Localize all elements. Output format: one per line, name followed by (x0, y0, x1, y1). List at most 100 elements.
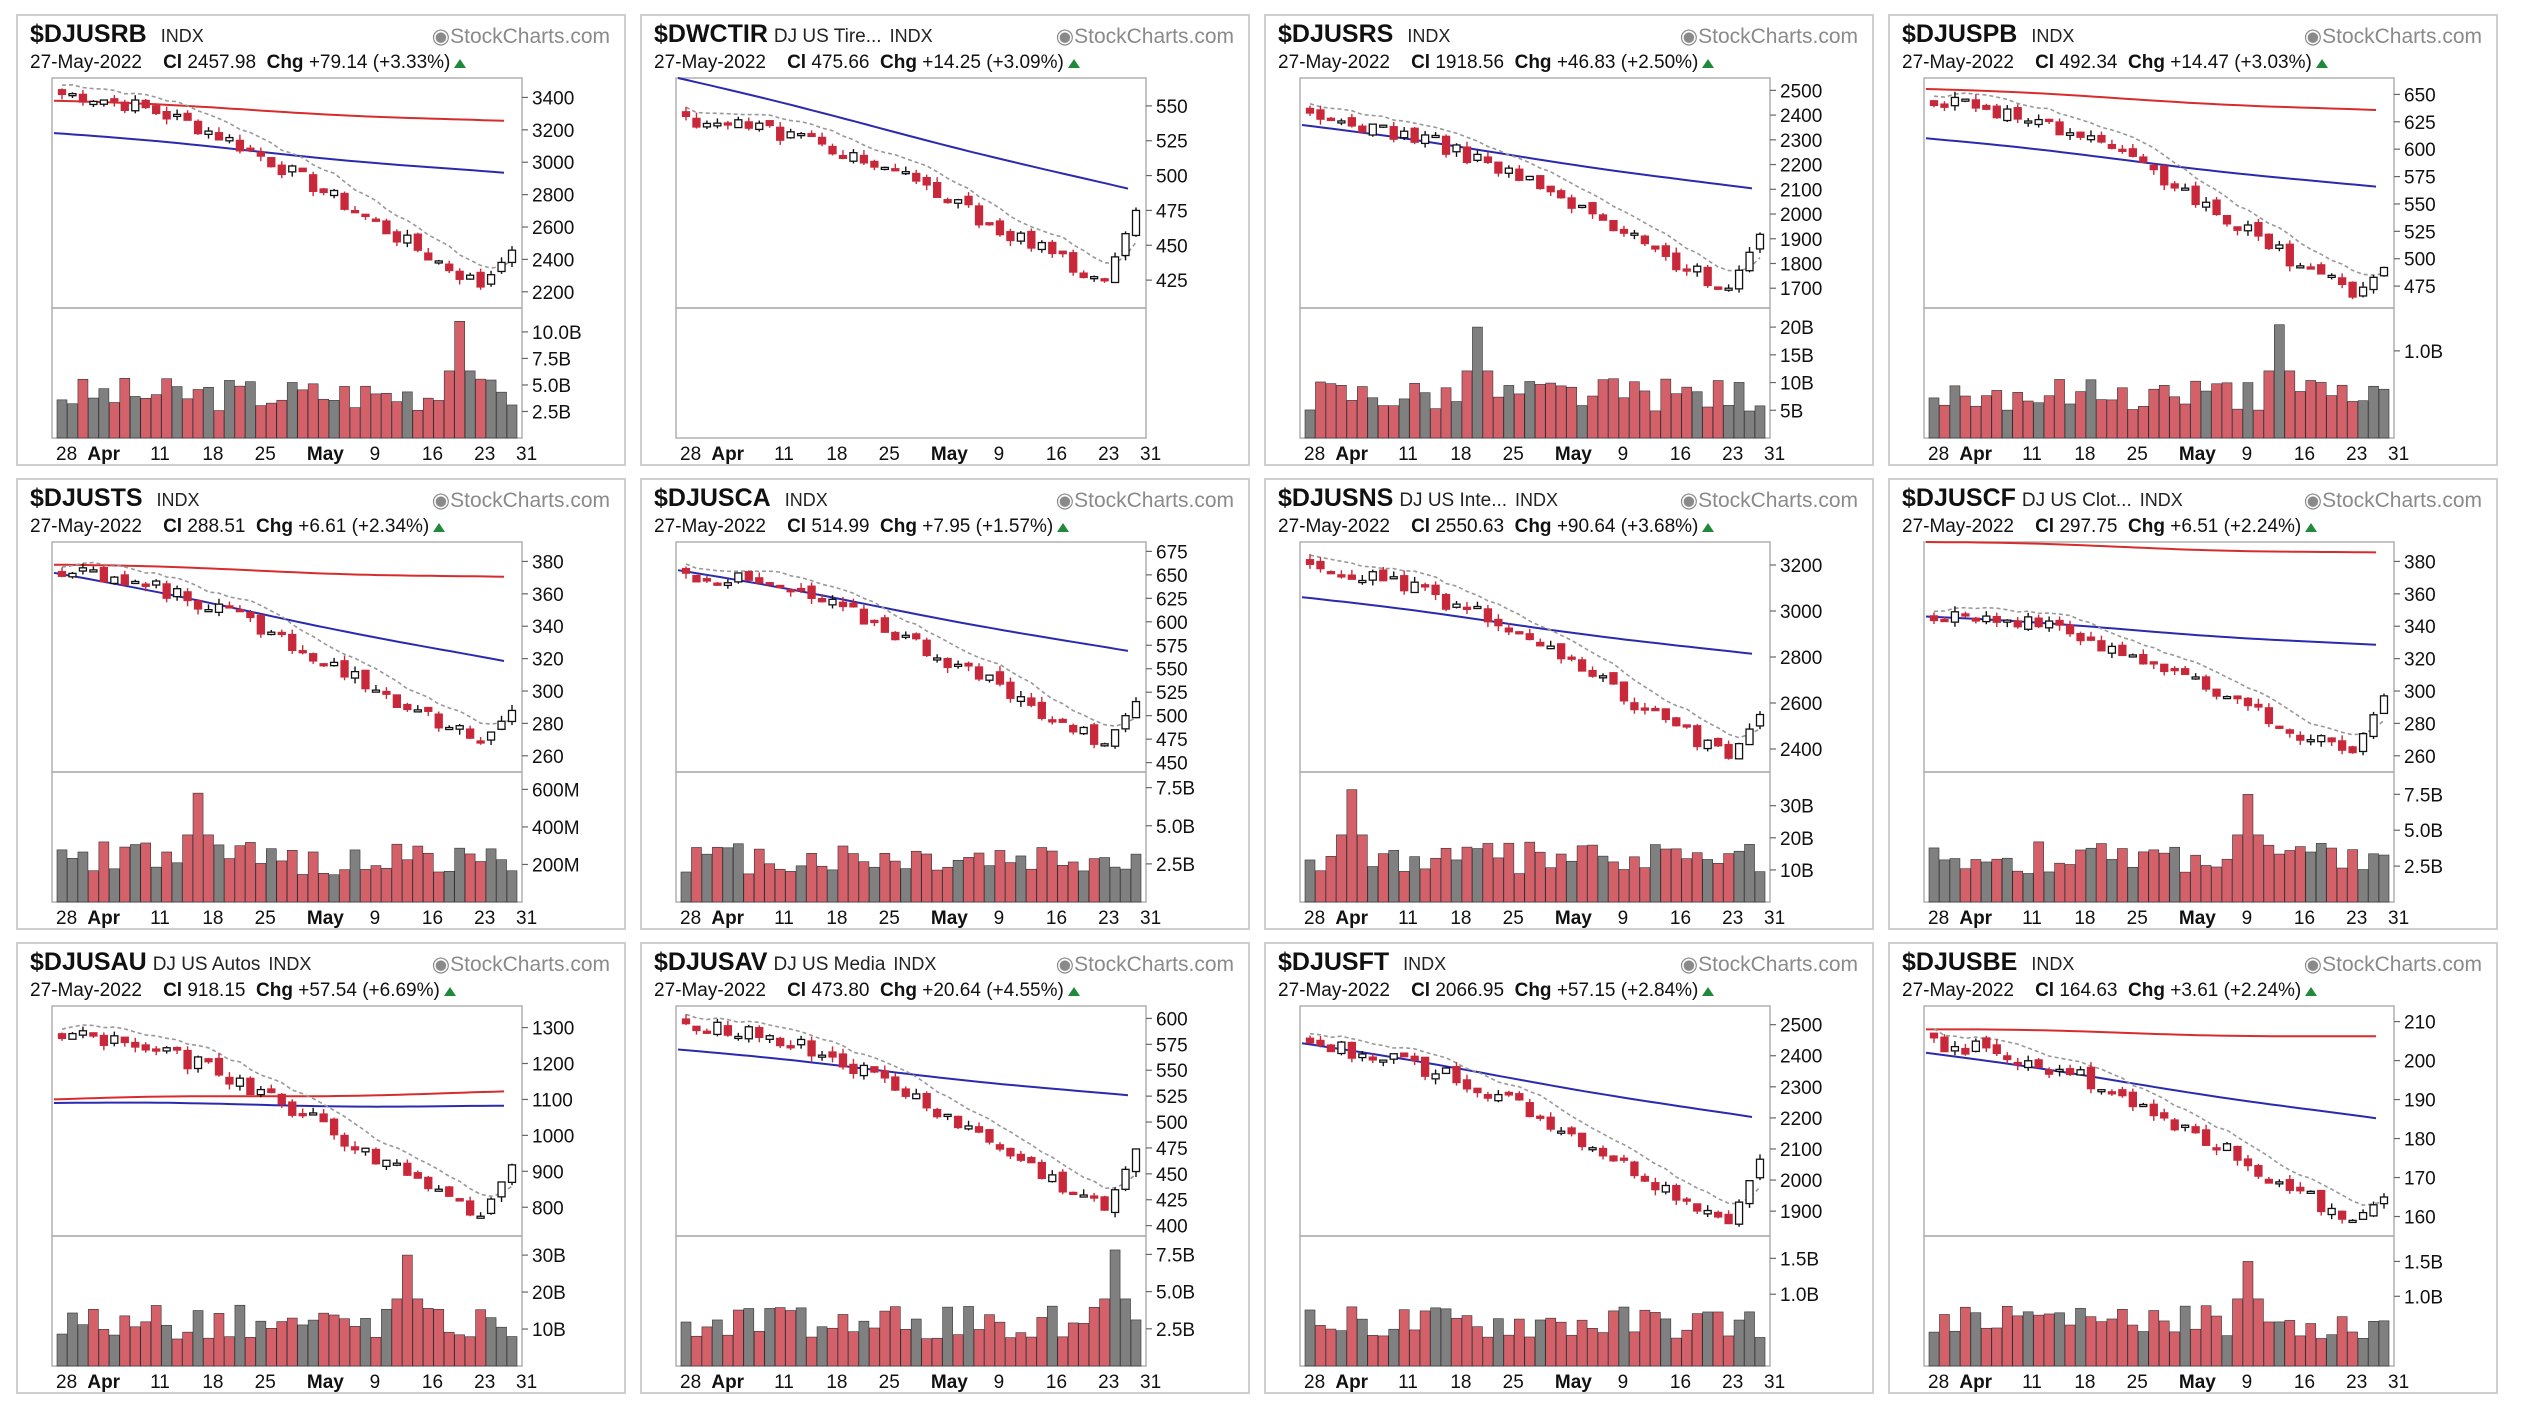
chart-panel-djuscf[interactable]: $DJUSCF DJ US Clot... INDX ◉StockCharts.com… (1888, 478, 2498, 930)
volume-bar (1388, 405, 1400, 439)
price-tick-label: 600 (1156, 1009, 1188, 1030)
candle-body (1588, 1147, 1597, 1151)
x-tick-label: 11 (1398, 444, 1418, 465)
candle-body (1961, 1047, 1970, 1055)
candle-body (465, 274, 475, 280)
candle-body (1672, 252, 1681, 271)
watermark-text: StockCharts.com (1698, 25, 1858, 48)
exchange: INDX (156, 490, 200, 510)
candle-body (309, 1112, 318, 1116)
volume-bar (2347, 1331, 2358, 1367)
candle-body (859, 608, 869, 625)
candle-body (1577, 1132, 1587, 1148)
volume-bar (234, 1304, 246, 1367)
volume-bar (109, 402, 120, 439)
candle-body (828, 598, 837, 606)
change-percent: (+2.24%) (2223, 516, 2302, 537)
candle-body (1724, 1213, 1733, 1225)
volume-bar (339, 386, 350, 439)
volume-bar (1566, 1334, 1577, 1367)
volume-bar (67, 1312, 78, 1367)
price-tick-label: 3200 (1780, 556, 1822, 577)
x-tick-label: 11 (774, 1372, 794, 1393)
volume-bar (2357, 869, 2369, 903)
volume-bar (1325, 383, 1337, 439)
chart-panel-djusca[interactable]: $DJUSCA INDX ◉StockCharts.com 27-May-2022 C… (640, 478, 1250, 930)
candle-body (382, 690, 391, 695)
candle-body (1368, 571, 1377, 581)
volume-bar (1026, 868, 1037, 903)
chart-panel-djusau[interactable]: $DJUSAU DJ US Autos INDX ◉StockCharts.com 27… (16, 942, 626, 1394)
x-tick-label: 11 (150, 908, 170, 929)
candle-body (1651, 707, 1660, 712)
volume-bar (921, 1338, 932, 1367)
up-arrow-icon (1067, 987, 1080, 996)
watermark-text: StockCharts.com (450, 489, 610, 512)
candle-body (1347, 1041, 1357, 1059)
volume-bar (806, 853, 817, 903)
x-tick-label: 18 (202, 444, 223, 465)
price-tick-label: 300 (2404, 682, 2436, 703)
price-tick-label: 550 (1156, 1061, 1188, 1082)
volume-bar (1981, 1327, 1992, 1367)
volume-bar (1367, 866, 1379, 903)
candle-body (1131, 700, 1141, 719)
candle-body (131, 580, 140, 585)
chart-panel-djusns[interactable]: $DJUSNS DJ US Inte... INDX ◉StockCharts.com… (1264, 478, 1874, 930)
candle-body (2086, 636, 2096, 641)
chart-panel-djusft[interactable]: $DJUSFT INDX ◉StockCharts.com 27-May-2022 C… (1264, 942, 1874, 1394)
volume-tick-label: 7.5B (1156, 1245, 1195, 1266)
candle-body (2160, 165, 2169, 186)
candle-body (319, 188, 328, 194)
candle-body (2003, 619, 2012, 623)
volume-tick-label: 600M (532, 780, 580, 801)
candle-body (298, 167, 307, 173)
volume-bar (869, 866, 880, 903)
volume-bar (701, 853, 713, 903)
chart-panel-djusav[interactable]: $DJUSAV DJ US Media INDX ◉StockCharts.com 27… (640, 942, 1250, 1394)
volume-bar (1949, 385, 1961, 439)
volume-bar (1430, 408, 1441, 439)
volume-bar (402, 1254, 413, 1367)
candle-body (162, 1047, 171, 1052)
x-tick-label: 16 (1046, 444, 1067, 465)
volume-bar (224, 1336, 235, 1367)
candle-body (2222, 695, 2232, 700)
chart-panel-dwctir[interactable]: $DWCTIR DJ US Tire... INDX ◉StockCharts.com… (640, 14, 1250, 466)
volume-bar (701, 1326, 713, 1367)
volume-bar (942, 866, 953, 903)
candle-body (985, 1129, 994, 1143)
volume-bar (1723, 1335, 1734, 1367)
candle-body (849, 602, 858, 608)
quote-date: 27-May-2022 (1902, 516, 2014, 537)
candle-body (1089, 1195, 1099, 1199)
price-tick-label: 1900 (1780, 1202, 1822, 1223)
ma-50-line (53, 132, 505, 174)
chart-panel-djuspb[interactable]: $DJUSPB INDX ◉StockCharts.com 27-May-2022 C… (1888, 14, 2498, 466)
volume-bar (2096, 399, 2107, 439)
volume-bar (785, 1310, 796, 1367)
volume-bar (1566, 386, 1577, 439)
chart-panel-djusts[interactable]: $DJUSTS INDX ◉StockCharts.com 27-May-2022 C… (16, 478, 626, 930)
candle-body (288, 165, 297, 173)
volume-bar (2242, 382, 2254, 439)
volume-bar (349, 1326, 361, 1367)
candle-body (964, 1125, 973, 1130)
volume-bar (1440, 847, 1452, 903)
volume-bar (77, 378, 89, 439)
candle-body (319, 663, 328, 667)
price-tick-label: 2000 (1780, 1171, 1822, 1192)
price-tick-label: 280 (2404, 714, 2436, 735)
price-tick-label: 280 (532, 714, 564, 735)
price-tick-label: 260 (532, 747, 564, 768)
chart-panel-djusrs[interactable]: $DJUSRS INDX ◉StockCharts.com 27-May-2022 C… (1264, 14, 1874, 466)
volume-bar (1691, 852, 1703, 903)
candle-body (1557, 643, 1566, 660)
volume-tick-label: 2.5B (2404, 857, 2443, 878)
chart-panel-djusbe[interactable]: $DJUSBE INDX ◉StockCharts.com 27-May-2022 C… (1888, 942, 2498, 1394)
candle-body (807, 585, 816, 599)
volume-tick-label: 30B (1780, 797, 1814, 818)
chart-panel-djusrb[interactable]: $DJUSRB INDX ◉StockCharts.com 27-May-2022 C… (16, 14, 626, 466)
candle-body (681, 111, 691, 118)
candle-body (692, 574, 701, 583)
